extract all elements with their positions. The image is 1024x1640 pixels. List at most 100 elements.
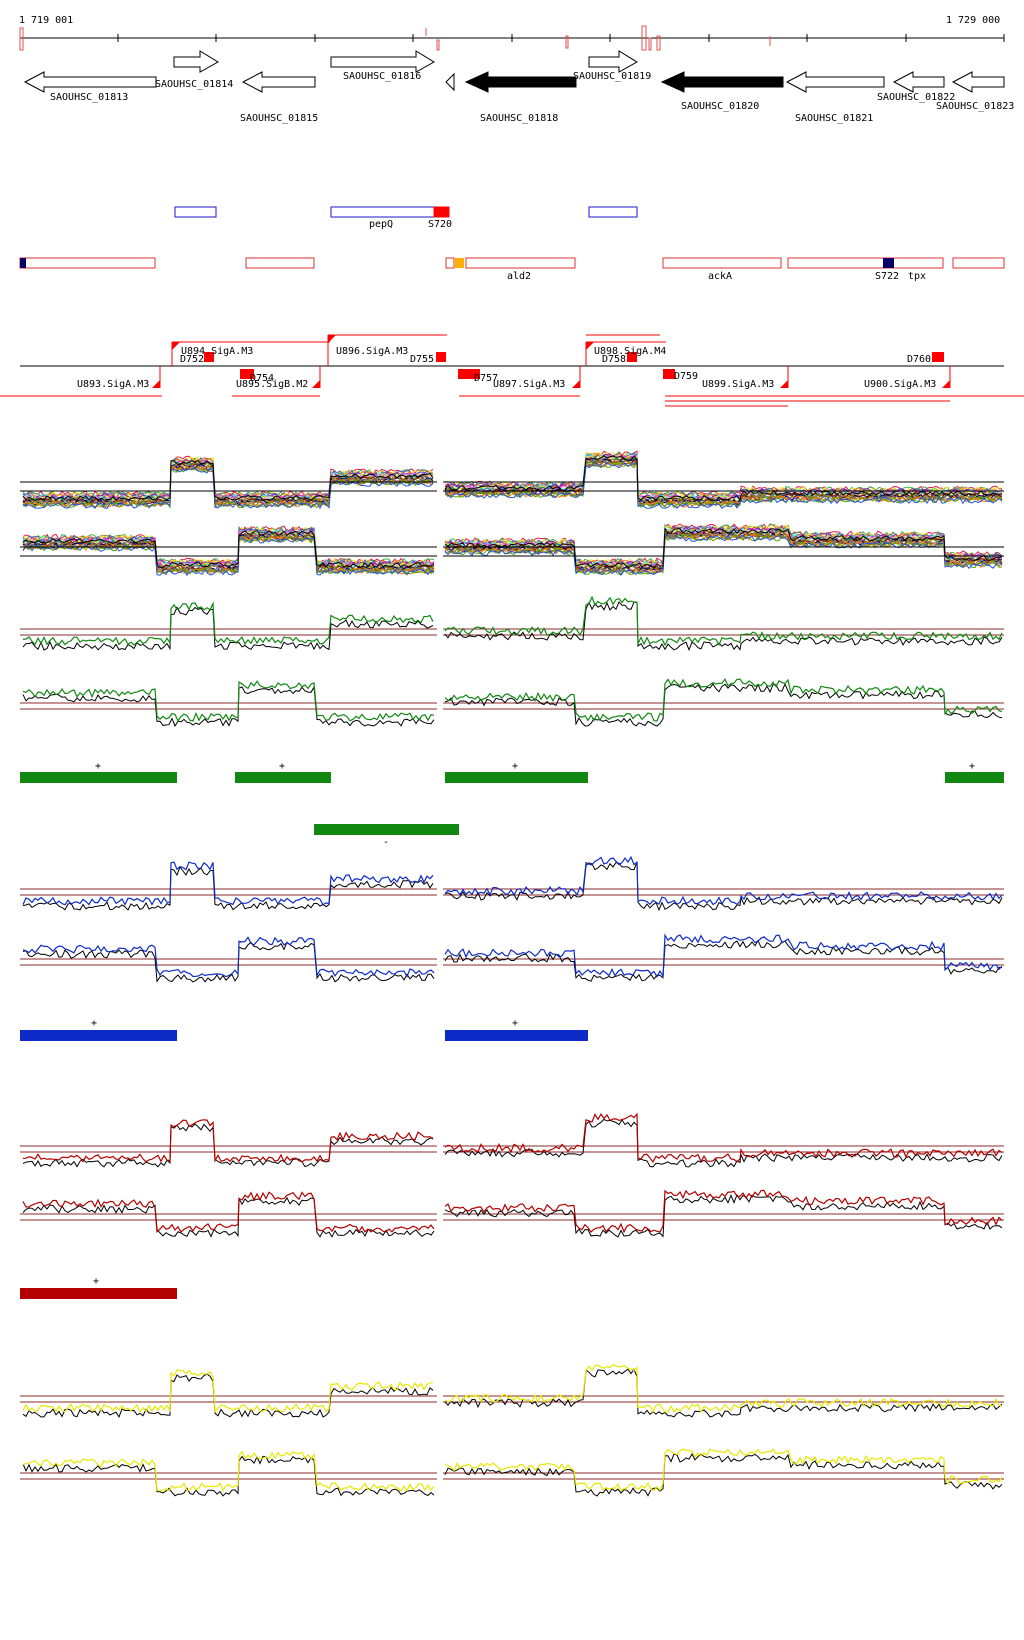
promoter-track: U894.SigA.M3 D752 U896.SigA.M3 D755 U898…: [0, 334, 1024, 407]
terminator-label: D754: [250, 373, 274, 384]
annotation-label-tpx: tpx: [908, 271, 926, 282]
segment-bar-blue[interactable]: [445, 1030, 588, 1041]
annotation-minus-strand: ald2 ackA S722 tpx: [19, 257, 1005, 282]
curve-reference-yellow-minus: [22, 1452, 1003, 1497]
gene-track: SAOUHSC_01813 SAOUHSC_01814 SAOUHSC_0181…: [23, 50, 1014, 124]
gene-SAOUHSC_01820[interactable]: SAOUHSC_01820: [660, 71, 784, 112]
terminator-label: U893.SigA.M3: [77, 379, 149, 390]
condition-curve-conditions-plus: [22, 462, 1003, 510]
gene-label: SAOUHSC_01821: [795, 113, 873, 124]
curve-yellow-minus: [22, 1448, 1003, 1492]
transcript-lines: [0, 334, 1024, 407]
plus-feature-box-S720[interactable]: [433, 206, 450, 218]
plus-feature-box[interactable]: [330, 206, 436, 218]
promoter-label: D752: [180, 354, 204, 365]
terminator-label: U900.SigA.M3: [864, 379, 936, 390]
promoter-label: U894.SigA.M3: [181, 346, 253, 357]
curve-blue-minus: [22, 933, 1003, 979]
promoter-label: U898.SigA.M4: [594, 346, 666, 357]
gene-label: SAOUHSC_01816: [343, 71, 421, 82]
ruler-markers: [19, 25, 771, 51]
curve-reference-green-minus: [22, 682, 1003, 727]
expression-tracks: [20, 440, 1004, 1550]
gene-SAOUHSC_01818[interactable]: SAOUHSC_01818: [464, 71, 577, 124]
minus-feature-box[interactable]: [245, 257, 315, 269]
terminator-label: D759: [674, 371, 698, 382]
curve-reference-yellow-plus: [22, 1368, 1003, 1419]
annotation-label-S720: S720: [428, 219, 452, 230]
gene-SAOUHSC_01823[interactable]: SAOUHSC_01823: [936, 71, 1014, 112]
minus-feature-marker: [883, 258, 894, 268]
segment-strand-mark: +: [95, 761, 101, 772]
segment-strand-mark: +: [279, 761, 285, 772]
minus-feature-box-ackA[interactable]: [662, 257, 782, 269]
segment-strand-mark: +: [512, 761, 518, 772]
curve-red-minus: [22, 1189, 1003, 1234]
gene-SAOUHSC_01815[interactable]: SAOUHSC_01815: [240, 71, 318, 124]
annotation-plus-strand: pepQ S720: [174, 206, 638, 230]
gene-partial-arrow: [445, 72, 455, 92]
gene-SAOUHSC_01813[interactable]: SAOUHSC_01813: [23, 71, 157, 103]
curve-reference-green-plus: [22, 601, 1003, 652]
block-separator: [437, 440, 443, 1550]
segments-green: + + + + -: [20, 761, 1004, 848]
segment-strand-mark: +: [91, 1018, 97, 1029]
segment-bar-green[interactable]: [20, 772, 177, 783]
curve-green-plus: [22, 595, 1003, 647]
gene-label: SAOUHSC_01822: [877, 92, 955, 103]
curve-blue-plus: [22, 855, 1003, 906]
condition-curve-conditions-plus: [22, 460, 1003, 510]
terminator-label: U899.SigA.M3: [702, 379, 774, 390]
gene-SAOUHSC_01814[interactable]: SAOUHSC_01814: [155, 50, 233, 90]
segment-bar-green[interactable]: [945, 772, 1004, 783]
minus-feature-box[interactable]: [19, 257, 156, 269]
minus-feature-marker: [20, 258, 26, 268]
minus-feature-box-tpx[interactable]: [787, 257, 944, 269]
terminator-label: D757: [474, 373, 498, 384]
coordinate-ruler: 1 719 001 1 729 000: [19, 15, 1005, 51]
promoter-label: D758: [602, 354, 626, 365]
gene-SAOUHSC_01819[interactable]: SAOUHSC_01819: [573, 50, 651, 82]
curve-reference-blue-plus: [22, 862, 1003, 912]
curve-yellow-plus: [22, 1364, 1003, 1414]
segment-bar-green-minus[interactable]: [314, 824, 459, 835]
annotation-label-pepQ: pepQ: [369, 219, 393, 230]
curve-green-minus: [22, 678, 1003, 722]
segment-strand-mark: -: [383, 837, 389, 848]
promoter-label: D760: [907, 354, 931, 365]
gene-label: SAOUHSC_01819: [573, 71, 651, 82]
plus-feature-box[interactable]: [588, 206, 638, 218]
segment-bar-green[interactable]: [445, 772, 588, 783]
gene-label: SAOUHSC_01823: [936, 101, 1014, 112]
gene-SAOUHSC_01822[interactable]: SAOUHSC_01822: [877, 71, 955, 103]
segment-bar-blue[interactable]: [20, 1030, 177, 1041]
promoter-flags: [152, 335, 950, 388]
curve-red-plus: [22, 1112, 1003, 1164]
gene-label: SAOUHSC_01815: [240, 113, 318, 124]
start-coordinate: 1 719 001: [19, 15, 73, 26]
promoter-label: D755: [410, 354, 434, 365]
gene-SAOUHSC_01816[interactable]: SAOUHSC_01816: [330, 50, 435, 82]
gene-label: SAOUHSC_01814: [155, 79, 233, 90]
terminator-label: U895.SigB.M2: [236, 379, 308, 390]
minus-feature-box[interactable]: [445, 257, 455, 269]
curve-reference-red-plus: [22, 1118, 1003, 1168]
condition-curve-reference: [22, 455, 1003, 502]
gene-label: SAOUHSC_01820: [681, 101, 759, 112]
annotation-label-S722: S722: [875, 271, 899, 282]
condition-curve-reference: [22, 527, 1003, 569]
segment-bar-red[interactable]: [20, 1288, 177, 1299]
segment-bar-green[interactable]: [235, 772, 331, 783]
end-coordinate: 1 729 000: [946, 15, 1000, 26]
annotation-label-ackA: ackA: [708, 271, 732, 282]
terminator-label: U897.SigA.M3: [493, 379, 565, 390]
segment-strand-mark: +: [93, 1276, 99, 1287]
minus-feature-box[interactable]: [952, 257, 1005, 269]
minus-feature-box-ald2[interactable]: [465, 257, 576, 269]
segments-blue: + +: [20, 1018, 588, 1041]
minus-feature-marker: [455, 258, 464, 268]
plus-feature-box[interactable]: [174, 206, 217, 218]
gene-SAOUHSC_01821[interactable]: SAOUHSC_01821: [785, 71, 885, 124]
gene-label: SAOUHSC_01813: [50, 92, 128, 103]
